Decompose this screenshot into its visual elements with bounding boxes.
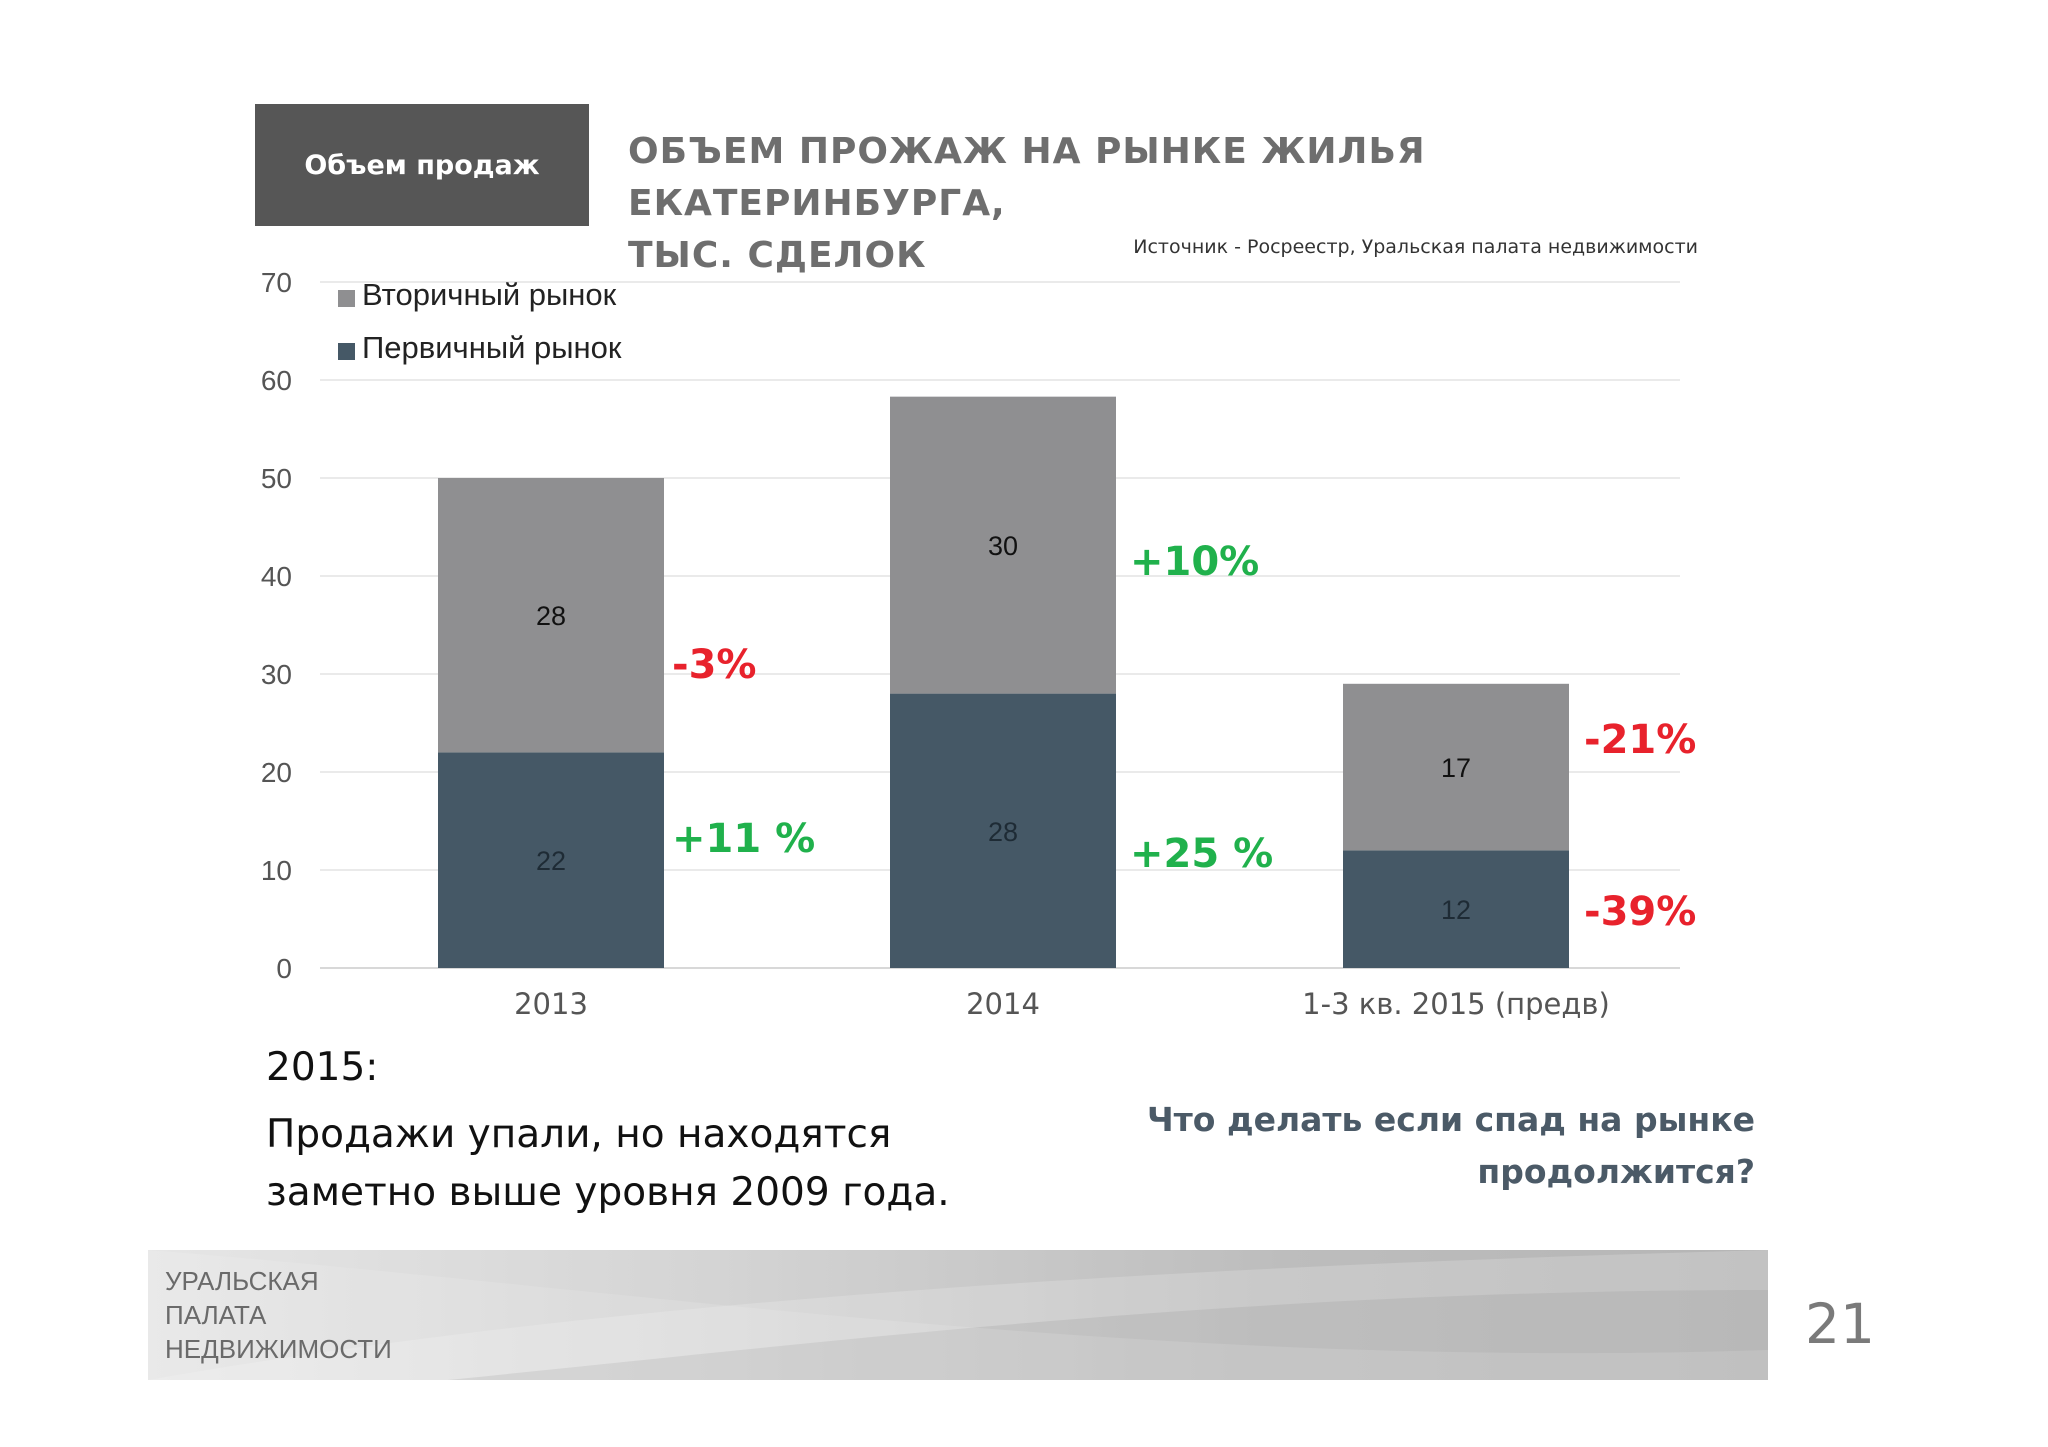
y-tick-label: 10 (261, 855, 292, 886)
change-annotation: +11 % (672, 816, 815, 862)
footer-logo-line1: УРАЛЬСКАЯ (165, 1266, 319, 1296)
x-category-label: 2014 (966, 987, 1040, 1021)
y-tick-label: 20 (261, 757, 292, 788)
bar-primary (1343, 850, 1569, 968)
y-tick-label: 0 (276, 953, 292, 984)
footer-logo-line3: НЕДВИЖИМОСТИ (165, 1334, 392, 1364)
footer-swoosh (148, 1250, 1768, 1380)
footer-logo-line2: ПАЛАТА (165, 1300, 267, 1330)
footer-logo: УРАЛЬСКАЯ ПАЛАТА НЕДВИЖИМОСТИ (165, 1264, 392, 1366)
change-annotation: +25 % (1130, 831, 1273, 877)
legend-swatch (338, 343, 355, 360)
question-line2: продолжится? (1477, 1152, 1755, 1191)
slide-title-line1: ОБЪЕМ ПРОЖАЖ НА РЫНКЕ ЖИЛЬЯ ЕКАТЕРИНБУРГ… (628, 131, 1426, 224)
slide-title: ОБЪЕМ ПРОЖАЖ НА РЫНКЕ ЖИЛЬЯ ЕКАТЕРИНБУРГ… (628, 126, 1808, 282)
legend-label: Первичный рынок (362, 330, 622, 365)
page-number: 21 (1805, 1292, 1875, 1356)
change-annotation: -39% (1584, 889, 1696, 935)
change-annotation: +10% (1130, 539, 1259, 585)
bar-secondary (1343, 683, 1569, 851)
x-category-label: 1-3 кв. 2015 (предв) (1302, 987, 1610, 1021)
question-text: Что делать если спад на рынке продолжитс… (1000, 1094, 1755, 1198)
caption-year: 2015: (266, 1045, 379, 1090)
slide-title-line2: ТЫС. СДЕЛОК (628, 235, 927, 276)
footer-band (148, 1250, 1768, 1380)
data-label-primary: 12 (1441, 895, 1471, 925)
source-note: Источник - Росреестр, Уральская палата н… (1133, 236, 1698, 258)
data-label-secondary: 28 (536, 601, 566, 631)
bar-primary (438, 752, 664, 968)
bar-secondary (438, 478, 664, 753)
y-tick-label: 60 (261, 365, 292, 396)
bar-primary (890, 693, 1116, 968)
legend-swatch (338, 290, 355, 307)
y-tick-label: 40 (261, 561, 292, 592)
y-tick-label: 70 (261, 267, 292, 298)
section-label: Объем продаж (255, 104, 589, 226)
y-tick-label: 30 (261, 659, 292, 690)
question-line1: Что делать если спад на рынке (1146, 1100, 1755, 1139)
stacked-bar-chart: 0 10 20 30 40 50 60 70 22 28 2013 28 30 2014 12 17 1-3 к… (261, 267, 1697, 1021)
data-label-secondary: 17 (1441, 753, 1471, 783)
bar-secondary (890, 396, 1116, 694)
caption-line2: заметно выше уровня 2009 года. (266, 1170, 950, 1215)
x-category-label: 2013 (514, 987, 588, 1021)
data-label-primary: 28 (988, 817, 1018, 847)
change-annotation: -21% (1584, 717, 1696, 763)
data-label-primary: 22 (536, 846, 566, 876)
caption-line1: Продажи упали, но находятся (266, 1112, 892, 1157)
change-annotation: -3% (672, 642, 757, 688)
legend-label: Вторичный рынок (362, 277, 617, 312)
y-tick-label: 50 (261, 463, 292, 494)
data-label-secondary: 30 (988, 531, 1018, 561)
